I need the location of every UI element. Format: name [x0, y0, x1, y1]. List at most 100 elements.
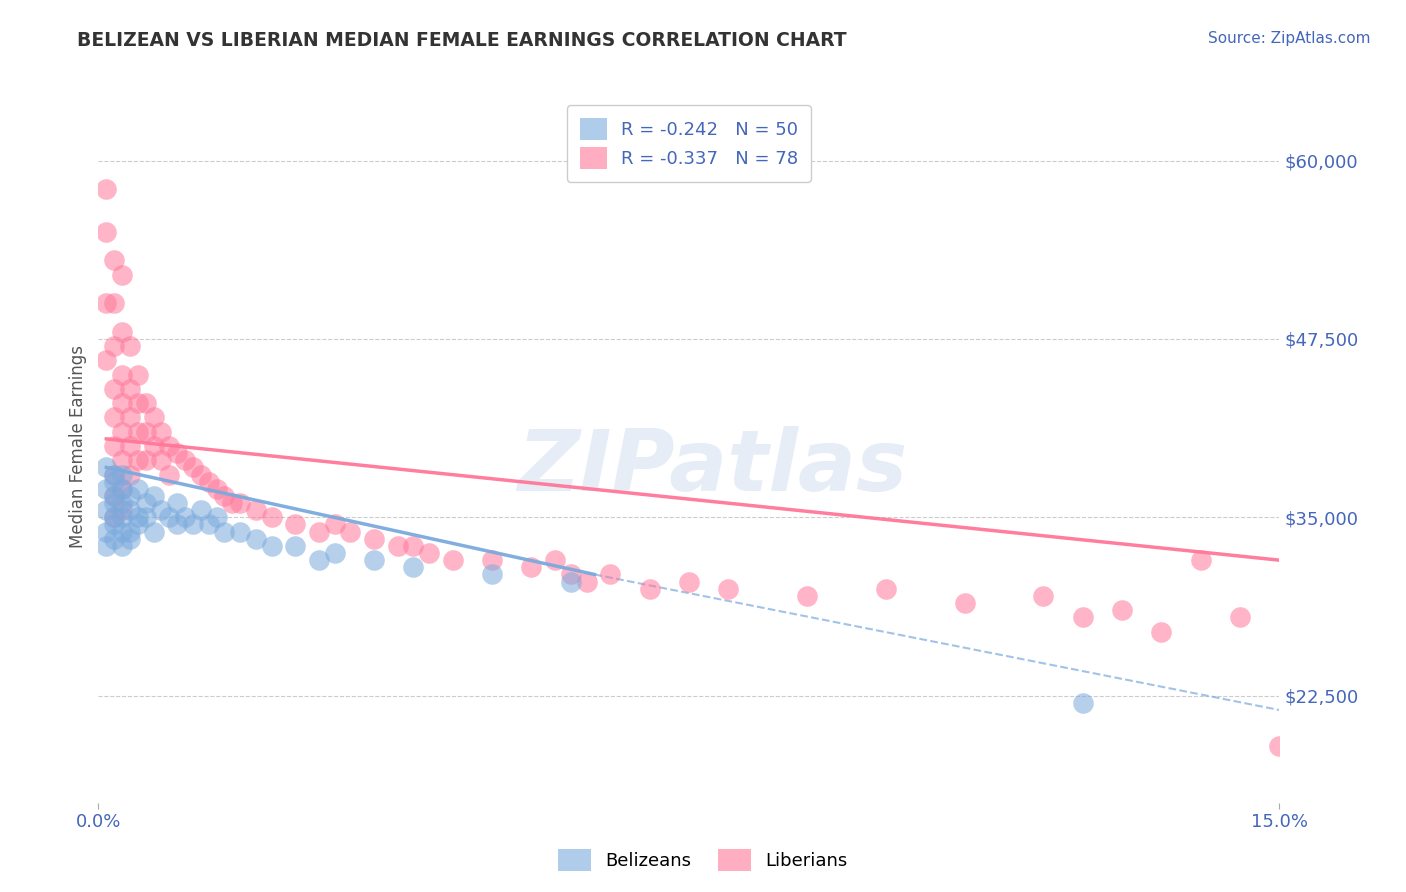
- Point: [181, 517, 204, 532]
- Point: [142, 439, 165, 453]
- Point: [118, 532, 141, 546]
- Point: [520, 560, 543, 574]
- Point: [111, 396, 134, 410]
- Point: [1032, 589, 1054, 603]
- Point: [96, 482, 118, 496]
- Point: [96, 460, 118, 475]
- Point: [118, 339, 141, 353]
- Point: [245, 503, 267, 517]
- Point: [363, 553, 385, 567]
- Point: [111, 482, 134, 496]
- Point: [363, 532, 385, 546]
- Point: [387, 539, 409, 553]
- Point: [96, 539, 118, 553]
- Point: [127, 368, 149, 382]
- Point: [127, 517, 149, 532]
- Point: [142, 489, 165, 503]
- Point: [111, 503, 134, 517]
- Point: [111, 325, 134, 339]
- Point: [599, 567, 621, 582]
- Point: [135, 396, 157, 410]
- Point: [560, 567, 582, 582]
- Point: [197, 475, 219, 489]
- Point: [111, 524, 134, 539]
- Point: [157, 467, 180, 482]
- Point: [544, 553, 567, 567]
- Point: [174, 510, 197, 524]
- Text: BELIZEAN VS LIBERIAN MEDIAN FEMALE EARNINGS CORRELATION CHART: BELIZEAN VS LIBERIAN MEDIAN FEMALE EARNI…: [77, 31, 846, 50]
- Legend: R = -0.242   N = 50, R = -0.337   N = 78: R = -0.242 N = 50, R = -0.337 N = 78: [567, 105, 811, 182]
- Point: [103, 382, 125, 396]
- Point: [103, 489, 125, 503]
- Point: [111, 539, 134, 553]
- Text: ZIPatlas: ZIPatlas: [517, 425, 908, 509]
- Point: [1189, 553, 1212, 567]
- Point: [214, 524, 236, 539]
- Point: [308, 524, 330, 539]
- Point: [103, 517, 125, 532]
- Point: [118, 467, 141, 482]
- Point: [481, 553, 503, 567]
- Point: [96, 524, 118, 539]
- Point: [118, 410, 141, 425]
- Point: [308, 553, 330, 567]
- Point: [111, 368, 134, 382]
- Point: [111, 510, 134, 524]
- Point: [418, 546, 440, 560]
- Point: [560, 574, 582, 589]
- Point: [1150, 624, 1173, 639]
- Point: [174, 453, 197, 467]
- Legend: Belizeans, Liberians: Belizeans, Liberians: [551, 842, 855, 879]
- Point: [284, 539, 307, 553]
- Point: [127, 396, 149, 410]
- Point: [221, 496, 243, 510]
- Point: [181, 460, 204, 475]
- Point: [127, 453, 149, 467]
- Point: [96, 182, 118, 196]
- Point: [157, 510, 180, 524]
- Point: [339, 524, 361, 539]
- Point: [111, 482, 134, 496]
- Point: [260, 510, 283, 524]
- Point: [323, 517, 346, 532]
- Point: [875, 582, 897, 596]
- Point: [190, 503, 212, 517]
- Point: [205, 510, 228, 524]
- Point: [103, 496, 125, 510]
- Point: [118, 439, 141, 453]
- Point: [229, 496, 252, 510]
- Point: [150, 503, 173, 517]
- Point: [166, 446, 188, 460]
- Point: [96, 503, 118, 517]
- Point: [575, 574, 598, 589]
- Text: Source: ZipAtlas.com: Source: ZipAtlas.com: [1208, 31, 1371, 46]
- Point: [402, 560, 425, 574]
- Point: [142, 524, 165, 539]
- Point: [229, 524, 252, 539]
- Point: [127, 510, 149, 524]
- Point: [1071, 610, 1094, 624]
- Point: [96, 296, 118, 310]
- Point: [245, 532, 267, 546]
- Point: [118, 503, 141, 517]
- Point: [103, 510, 125, 524]
- Point: [135, 496, 157, 510]
- Point: [118, 382, 141, 396]
- Point: [1229, 610, 1251, 624]
- Point: [323, 546, 346, 560]
- Point: [150, 453, 173, 467]
- Point: [796, 589, 818, 603]
- Point: [638, 582, 661, 596]
- Point: [118, 489, 141, 503]
- Point: [103, 467, 125, 482]
- Point: [481, 567, 503, 582]
- Point: [118, 524, 141, 539]
- Point: [717, 582, 740, 596]
- Point: [197, 517, 219, 532]
- Point: [96, 225, 118, 239]
- Point: [103, 532, 125, 546]
- Point: [103, 489, 125, 503]
- Point: [953, 596, 976, 610]
- Point: [111, 467, 134, 482]
- Point: [678, 574, 700, 589]
